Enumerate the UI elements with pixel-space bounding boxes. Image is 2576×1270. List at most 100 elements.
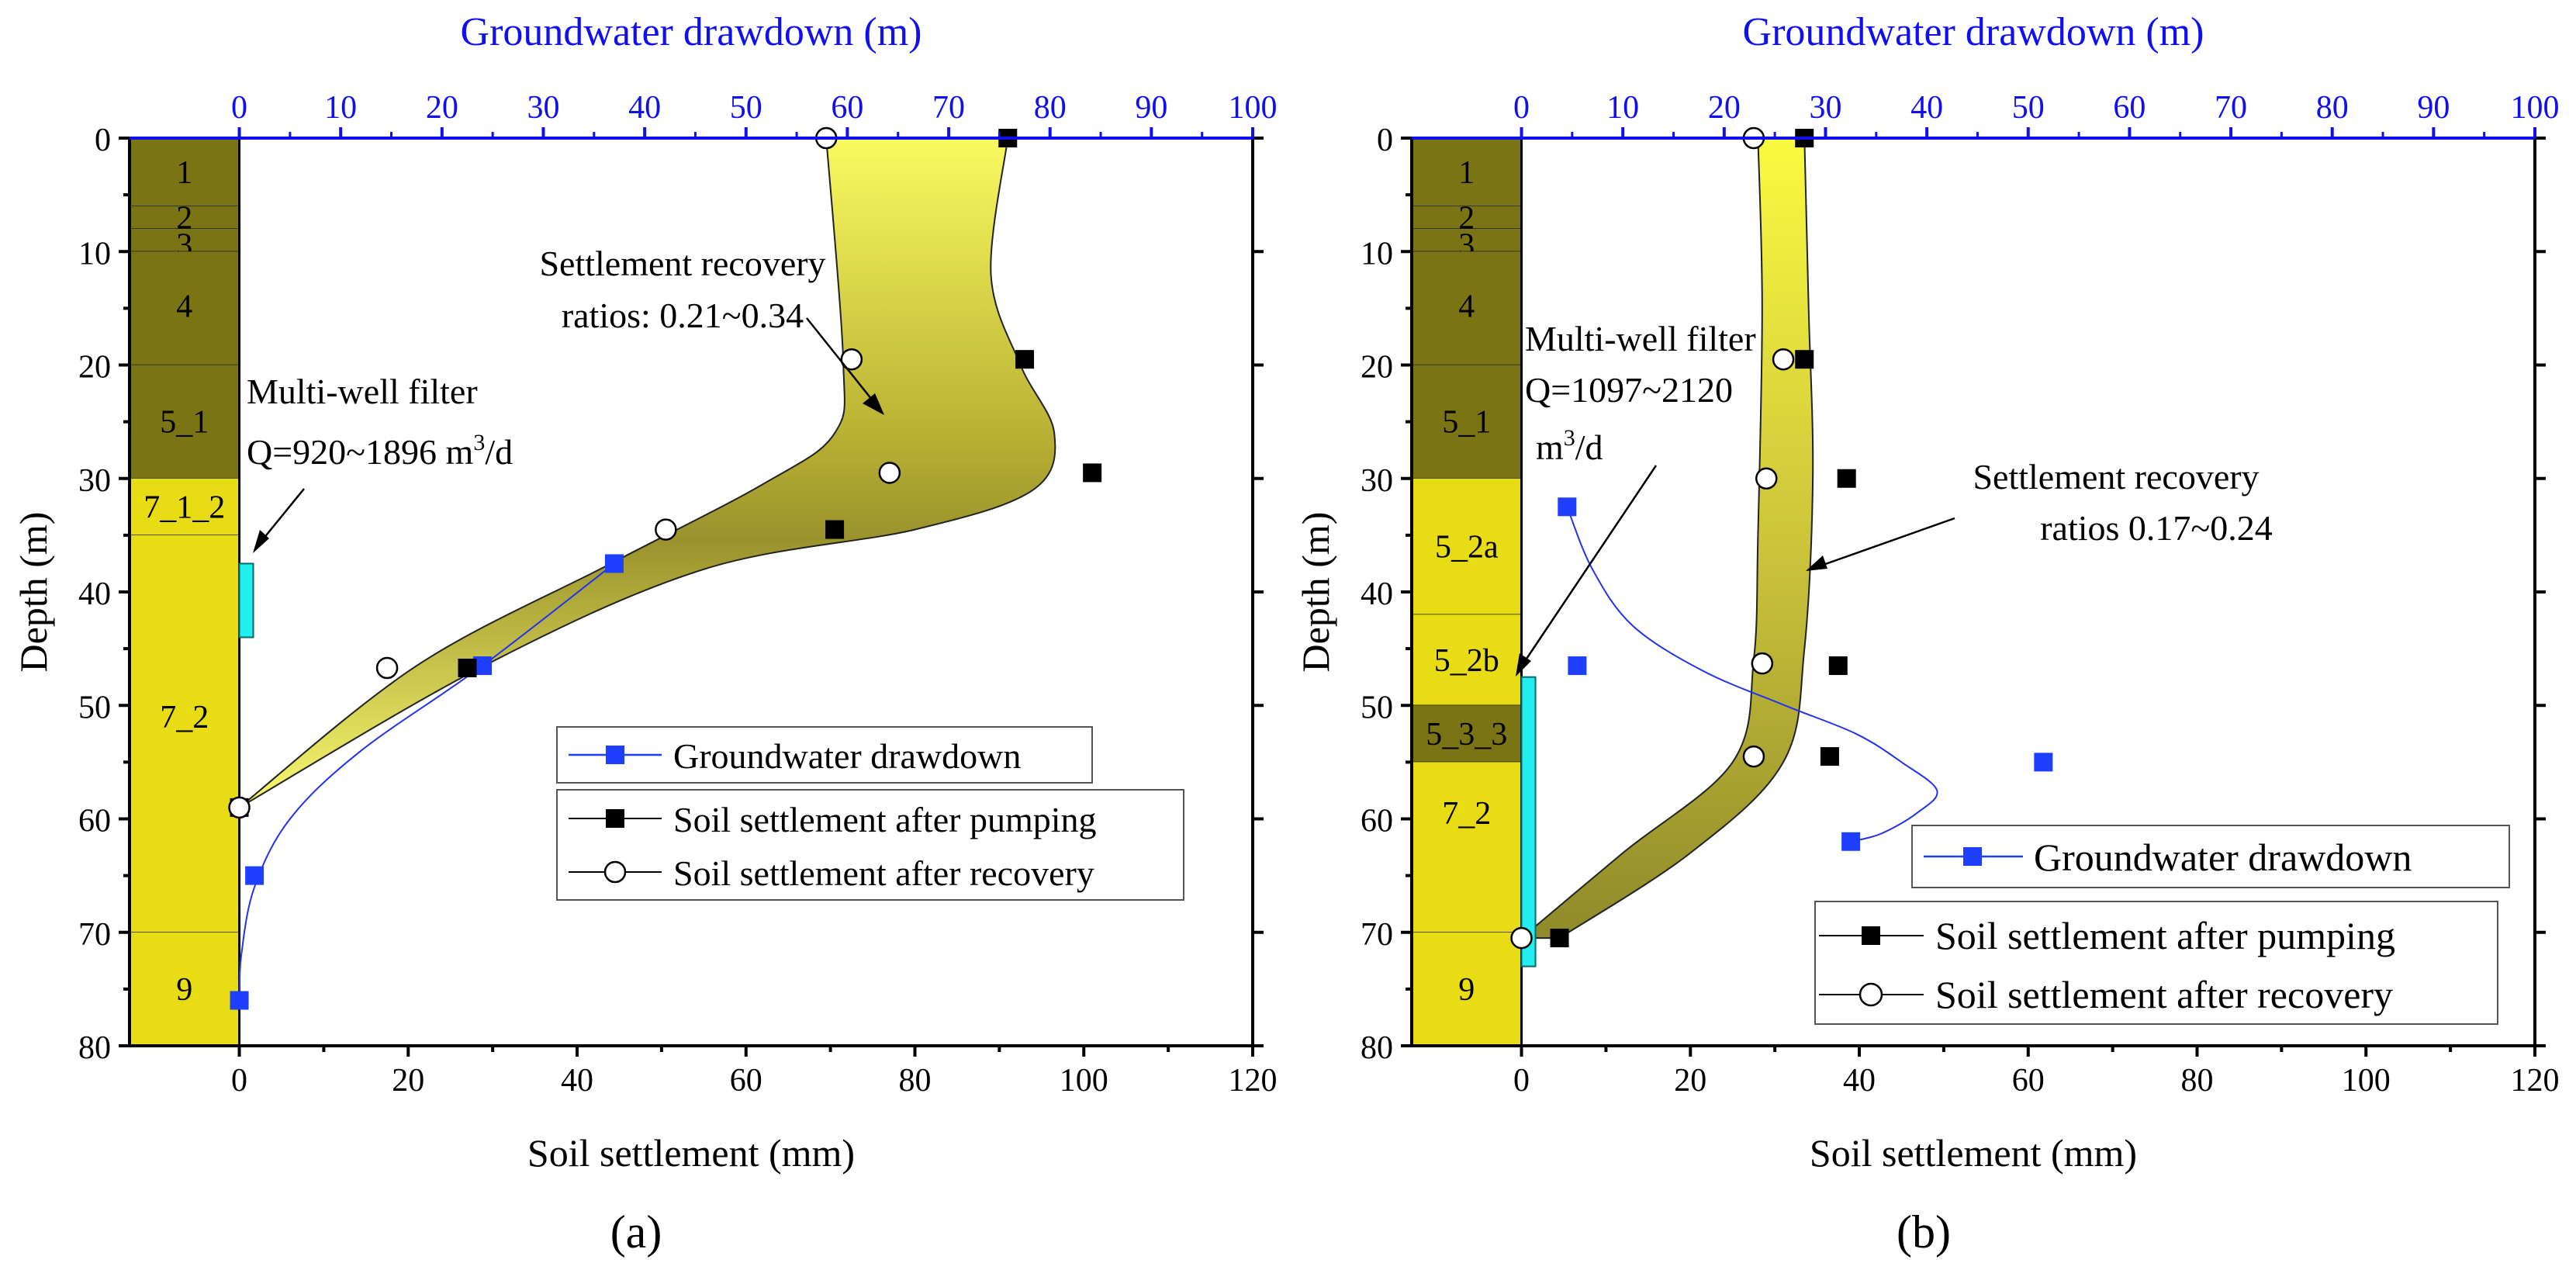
x-tick-label-0: 0 xyxy=(231,1063,247,1099)
settlement-band-b xyxy=(1519,137,1814,940)
point-pumping-2 xyxy=(1837,469,1856,488)
legend-box-settlement-a xyxy=(556,789,1184,901)
x-tick-label-120: 120 xyxy=(2511,1063,2560,1099)
annotation-filter-unit-b: m xyxy=(1536,427,1564,467)
soil-layer-2 xyxy=(130,206,240,229)
soil-layer-9 xyxy=(1412,932,1522,1046)
settlement-band xyxy=(238,137,1056,808)
soil-layer-label-5_3_3: 5_3_3 xyxy=(1426,717,1507,753)
point-recovery-4 xyxy=(1742,745,1765,768)
panel-a: 1 2 3 4 5_1 7_1_2 7_2 9 0 10 20 30 40 50 60 70 80 0 20 40 6… xyxy=(12,10,1278,1258)
point-pumping-3 xyxy=(1828,656,1848,676)
point-recovery-3 xyxy=(1751,652,1774,675)
annotation-recovery-arrow-a xyxy=(806,317,876,404)
annotation-filter-line1-b: Multi-well filter xyxy=(1525,319,1756,358)
soil-layer-7_2 xyxy=(130,535,240,933)
drawdown-curve xyxy=(1566,506,1938,843)
y-axis-title-a: Depth (m) xyxy=(12,512,55,673)
point-recovery-5 xyxy=(228,796,251,819)
bottom-axis-title-b: Soil settlement (mm) xyxy=(1810,1131,2137,1175)
axis-ticks-b: 0 10 20 30 40 50 60 70 80 0 20 40 60 80 100 120 0 10 20 30 4… xyxy=(1361,90,2560,1099)
panel-b: 1 2 3 4 5_1 5_2a 5_2b 5_3_3 7_2 9 0 10 20 30 40 50 60 70… xyxy=(1294,10,2560,1258)
top-tick-label-80: 80 xyxy=(2316,90,2349,126)
point-pumping-3 xyxy=(825,520,845,539)
y-tick-label-20: 20 xyxy=(78,350,111,386)
soil-layer-label-2: 2 xyxy=(1458,200,1475,236)
point-recovery-1 xyxy=(1772,348,1795,371)
soil-layer-label-7_1_2: 7_1_2 xyxy=(143,490,225,525)
x-tick-label-100: 100 xyxy=(2342,1063,2391,1099)
legend-marker-pumping-b xyxy=(1862,926,1880,945)
annotation-filter-unit2-b: /d xyxy=(1575,427,1603,467)
soil-layer-1 xyxy=(130,138,240,206)
annotation-filter-arrowhead-b xyxy=(1516,653,1531,677)
annotation-recovery-line2-a: ratios: 0.21~0.34 xyxy=(562,296,804,335)
soil-layer-label-9: 9 xyxy=(1458,972,1475,1008)
x-tick-label-60: 60 xyxy=(2012,1063,2045,1099)
soil-layer-label-1: 1 xyxy=(1458,155,1475,191)
annotation-recovery-arrow-b xyxy=(1818,517,1955,568)
y-tick-label-30: 30 xyxy=(78,463,111,499)
point-drawdown-2 xyxy=(245,866,265,885)
drawdown-curve-b xyxy=(1566,506,1938,843)
annotation-filter-unit-a: /d xyxy=(485,432,513,472)
top-tick-label-10: 10 xyxy=(1606,90,1639,126)
legend-label-drawdown-a: Groundwater drawdown xyxy=(673,736,1021,776)
point-drawdown-2 xyxy=(2034,753,2053,772)
soil-layer-4 xyxy=(130,251,240,365)
top-tick-label-40: 40 xyxy=(1910,90,1943,126)
point-drawdown-3 xyxy=(230,991,249,1010)
y-tick-label-40: 40 xyxy=(1361,576,1393,612)
annotation-filter-q-a: Q=920~1896 m xyxy=(247,432,474,472)
soil-layer-4 xyxy=(1412,251,1522,365)
x-tick-label-80: 80 xyxy=(2181,1063,2214,1099)
legend-b: Groundwater drawdown Soil settlement aft… xyxy=(1814,825,2510,1025)
x-tick-label-0: 0 xyxy=(1513,1063,1530,1099)
x-tick-label-20: 20 xyxy=(392,1063,424,1099)
legend-a: Groundwater drawdown Soil settlement aft… xyxy=(556,726,1184,901)
top-tick-label-70: 70 xyxy=(2215,90,2247,126)
top-tick-label-20: 20 xyxy=(426,90,458,126)
soil-layer-label-1: 1 xyxy=(176,155,192,191)
top-tick-label-90: 90 xyxy=(1135,90,1167,126)
point-pumping-1 xyxy=(1795,350,1814,369)
soil-layer-5_1 xyxy=(1412,365,1522,479)
y-tick-label-10: 10 xyxy=(1361,236,1393,272)
drawdown-curve xyxy=(238,562,615,1001)
x-tick-label-120: 120 xyxy=(1229,1063,1278,1099)
top-tick-label-30: 30 xyxy=(1809,90,1841,126)
legend-label-pumping-b: Soil settlement after pumping xyxy=(1935,914,2395,957)
soil-layer-2 xyxy=(1412,206,1522,229)
soil-layer-3 xyxy=(130,229,240,252)
point-recovery-3 xyxy=(655,518,677,541)
soil-layer-5_2a xyxy=(1412,478,1522,615)
point-pumping-5 xyxy=(1550,929,1569,948)
x-tick-label-40: 40 xyxy=(1843,1063,1876,1099)
legend-marker-recovery-b xyxy=(1859,982,1883,1007)
legend-marker-drawdown-a xyxy=(606,746,624,764)
legend-marker-recovery-a xyxy=(603,860,627,884)
y-tick-label-70: 70 xyxy=(78,917,111,953)
soil-layer-label-5_2b: 5_2b xyxy=(1434,643,1499,679)
panel-label-a: (a) xyxy=(610,1206,662,1258)
well-filter-a xyxy=(238,562,254,638)
soil-layer-7_1_2 xyxy=(130,478,240,535)
soil-layer-5_2b xyxy=(1412,614,1522,706)
top-tick-label-50: 50 xyxy=(730,90,762,126)
annotation-recovery-line1-b: Settlement recovery xyxy=(1973,457,2259,497)
point-pumping-2 xyxy=(1083,463,1102,483)
top-axis-title-a: Groundwater drawdown (m) xyxy=(461,10,922,54)
point-recovery-1 xyxy=(840,348,863,371)
top-tick-label-30: 30 xyxy=(527,90,559,126)
annotation-recovery-arrowhead-a xyxy=(863,393,884,415)
annotation-recovery-arrowhead-b xyxy=(1806,555,1827,571)
annotation-filter-sup-a: 3 xyxy=(473,430,485,455)
y-tick-label-60: 60 xyxy=(1361,804,1393,839)
point-pumping-4 xyxy=(1820,747,1839,766)
x-tick-label-80: 80 xyxy=(899,1063,932,1099)
y-tick-label-20: 20 xyxy=(1361,350,1393,386)
y-tick-label-80: 80 xyxy=(78,1030,111,1066)
soil-layer-5_3_3 xyxy=(1412,705,1522,763)
